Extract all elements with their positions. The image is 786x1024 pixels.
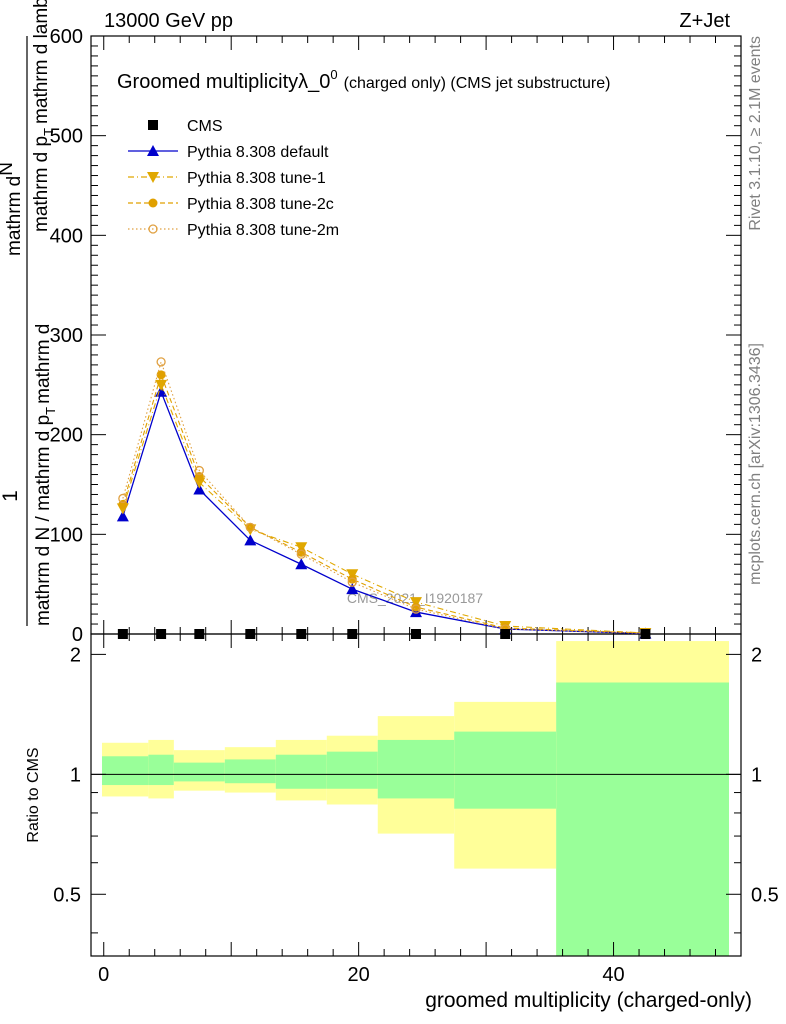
data-point [296,549,306,559]
legend-entry: CMS [148,118,223,135]
data-point [117,629,128,639]
ratio-panel: 0 20 40 0.5 0.5 1 1 2 2 [53,633,779,986]
y-tick-label: 200 [50,425,83,447]
data-point [411,629,421,639]
data-point [245,629,256,639]
beam-label: 13000 GeV pp [104,10,233,32]
ylabel-top: mathrm dN [0,162,25,256]
chart-title: Groomed multiplicityλ_00 (charged only) (… [117,67,610,93]
legend-label: Pythia 8.308 tune-2c [187,196,334,213]
legend-label: Pythia 8.308 default [187,144,329,161]
chart-title-main: Groomed multiplicityλ_0 [117,71,330,93]
ratio-band-inner-6 [377,739,455,799]
legend-entry: Pythia 8.308 tune-2c [128,196,334,213]
data-point [156,370,166,380]
ylabel-numerator: 1 [0,490,22,502]
legend-entry: Pythia 8.308 default [128,144,329,161]
legend-marker [147,172,159,183]
legend-marker [147,145,159,156]
data-point [116,510,129,522]
legend: CMS Pythia 8.308 default Pythia 8.308 tune… [128,118,339,239]
x-tick-label: 20 [348,964,370,986]
ratio-y-tick-label: 2 [70,644,81,666]
ratio-y-tick-label-right: 1 [751,764,762,786]
series-pythia-8-308-default [116,385,652,639]
data-point [244,534,257,546]
data-point [193,483,206,495]
data-point [347,574,357,584]
x-tick-label: 0 [98,964,109,986]
legend-label: Pythia 8.308 tune-2m [187,222,339,239]
data-point [156,629,167,639]
ylabel-extra: mathrm d pTmathrm d lambda [31,0,56,232]
data-point [118,493,128,504]
y-tick-label: 0 [72,624,83,646]
chart-subtitle: (charged only) (CMS jet substructure) [344,75,611,92]
process-label: Z+Jet [679,10,730,32]
y-tick-label: 600 [50,26,83,48]
ratio-band-inner-1 [148,754,174,786]
legend-entry: Pythia 8.308 tune-1 [128,170,326,187]
ratio-y-tick-label: 1 [70,764,81,786]
legend-marker [148,224,158,234]
y-axis-label-ratio: Ratio to CMS [25,747,42,842]
data-point [296,547,306,557]
ratio-y-tick-label: 0.5 [53,884,81,906]
data-point [411,604,421,614]
data-point [347,577,357,587]
data-point [156,357,166,367]
mcplots-label: mcplots.cern.ch [arXiv:1306.3436] [747,343,764,585]
data-point [346,583,359,595]
ratio-band-inner-8 [556,682,729,956]
data-point [295,558,308,570]
legend-entry: Pythia 8.308 tune-2m [128,222,339,239]
y-tick-label: 500 [50,126,83,148]
legend-marker [148,198,158,208]
rivet-label: Rivet 3.1.10, ≥ 2.1M events [747,36,764,231]
series-line [122,383,646,634]
ylabel-denominator: mathrm d N / mathrm d pTmathrm d [33,324,58,626]
data-point [296,629,307,639]
data-point [500,629,511,639]
data-point [194,629,205,639]
y-tick-label: 400 [50,225,83,247]
ratio-panel-bands [102,641,729,956]
ratio-band-inner-3 [224,759,276,784]
legend-label: CMS [187,118,223,135]
legend-marker [148,120,158,130]
ratio-band-inner-0 [102,756,149,786]
series-layer [116,357,652,640]
chart-title-sup: 0 [330,67,337,82]
series-cms [117,629,651,639]
ratio-band-inner-2 [173,762,225,782]
y-axis-label-main: 1 mathrm d N / mathrm d pTmathrm d mathr… [0,0,58,626]
legend-label: Pythia 8.308 tune-1 [187,170,326,187]
y-tick-label: 100 [50,524,83,546]
ratio-y-tick-label-right: 2 [751,644,762,666]
ratio-y-tick-label-right: 0.5 [751,884,779,906]
data-point [347,629,358,639]
series-line [122,360,646,634]
x-axis-label: groomed multiplicity (charged-only) [425,989,752,1012]
data-point [640,629,651,639]
main-panel: 0 100 200 300 400 500 600 [50,26,742,646]
y-tick-label: 300 [50,325,83,347]
ratio-band-inner-5 [326,751,378,789]
data-point [194,465,204,476]
data-point [155,379,168,391]
ratio-band-inner-4 [275,754,327,789]
x-tick-label: 40 [602,964,624,986]
data-point [245,522,255,533]
ratio-band-inner-7 [454,731,557,809]
